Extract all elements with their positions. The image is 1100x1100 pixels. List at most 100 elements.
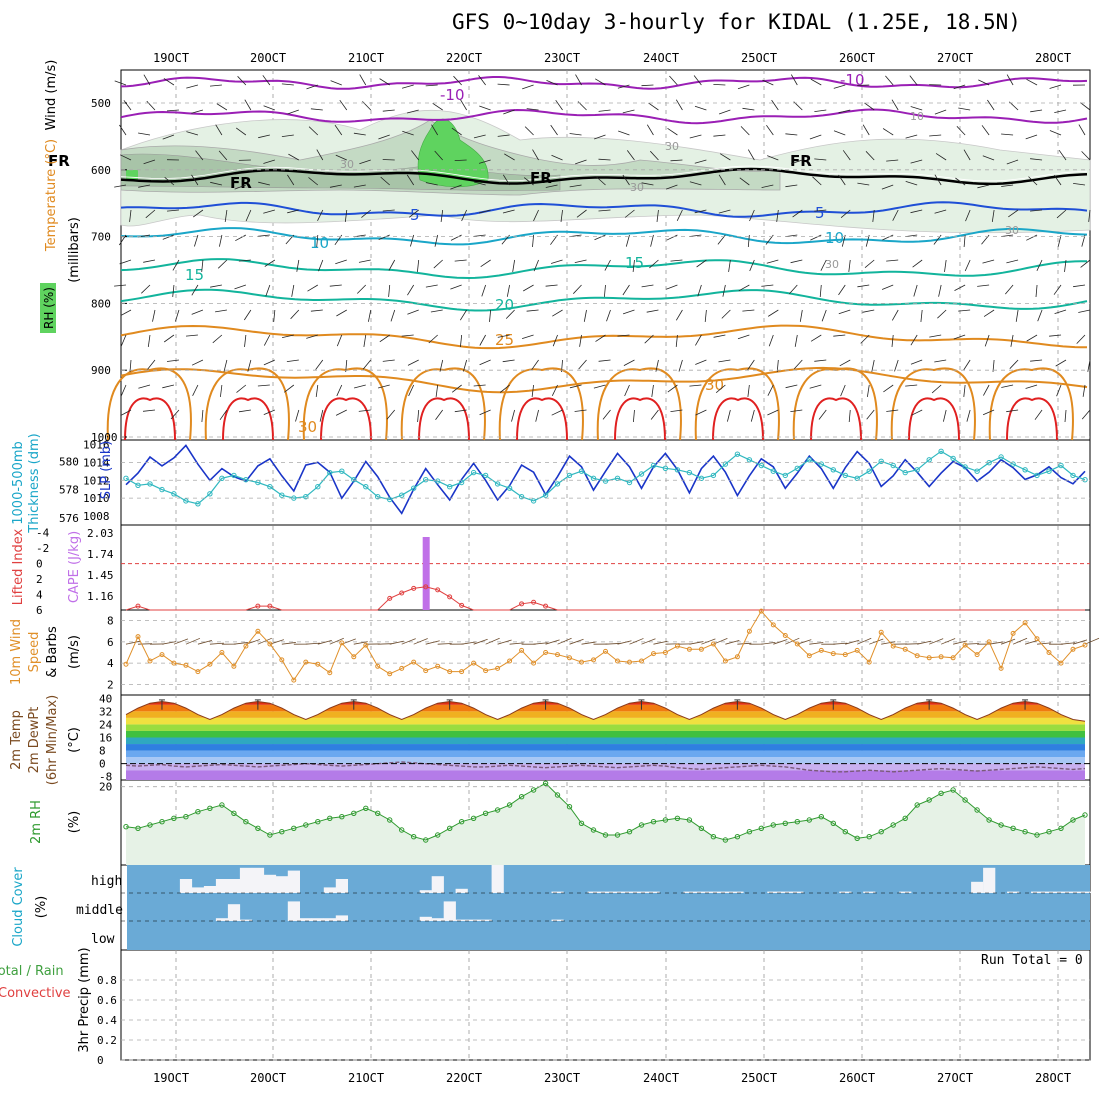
thickness-point [1022,467,1028,473]
wind-barb [1036,259,1043,271]
wind-barb [379,78,390,86]
thickness-point [710,472,717,479]
thickness-point [207,491,213,497]
thickness-point [830,467,836,473]
wind10-point [794,641,800,647]
wind-barb [667,127,678,136]
wind-barb [910,209,923,214]
rh-point [926,797,932,803]
wind-barb [339,99,348,111]
wind-barb [704,309,707,322]
temp-band [126,744,1085,751]
slp-line [125,444,1086,515]
wind-barb [218,150,228,161]
wind10-barb [413,638,428,645]
wind-barb [555,99,563,111]
wind-barb [713,334,726,338]
cloud-high-bar [1031,891,1044,893]
wind-barb [1078,309,1091,313]
wind10-point [627,659,632,665]
wind-barb [147,359,156,370]
wind10-barb [197,639,213,645]
wind-barb [308,126,319,136]
wind10-line [125,610,1086,682]
contour-label: -10 [440,86,465,104]
wind-barb [388,284,391,297]
wind-barb [401,334,414,337]
isotherm-35-loop [320,397,372,441]
rh-point [147,822,153,828]
wind-barb [747,234,750,248]
wind-barb [966,409,971,422]
y-tick-li: -4 [36,527,50,540]
wind-barb [1001,184,1014,187]
wind-barb [602,409,611,420]
isotherm-line [120,324,1087,350]
wind-barb [166,359,179,362]
thickness-point [506,485,513,491]
wind-barb [257,234,270,237]
wind10-point [423,668,429,674]
wind-barb [1087,359,1091,372]
rh-point [530,787,537,793]
wind-barb [910,106,923,111]
wind-barb [718,174,726,186]
wind-barb [1049,130,1062,136]
wind10-point [938,654,944,660]
wind-barb [119,259,132,265]
wind10-barb [485,637,500,645]
wind10-point [1070,646,1076,652]
wind-barb [810,334,822,342]
ylabel-temp-3: (6hr Min/Max) [45,695,60,785]
wind-barb [910,334,918,346]
thickness-point [1070,472,1076,479]
wind10-barb [617,640,632,645]
wind10-point [135,634,141,640]
wind-barb [623,359,635,366]
wind-barb [378,234,390,240]
wind10-point [1022,620,1028,626]
wind10-point [842,652,848,658]
wind-barb [408,209,419,218]
wind-barb [622,109,635,114]
ylabel-rh: RH (%) [42,287,56,329]
wind10-barb [125,640,141,645]
wind-barb [473,134,486,139]
thickness-point [1058,462,1064,469]
wind-barb [594,234,606,241]
wind-barb [219,234,223,247]
wind-barb [678,359,683,372]
wind-barb [958,309,971,312]
wind-barb [406,109,419,114]
y-tick-slp: 1012 [83,474,110,487]
rh-point [339,814,345,820]
wind-barb [234,284,247,290]
wind-barb [1053,174,1062,186]
temp-band [126,730,1085,738]
panel-frame-precip [120,949,1091,1061]
rh-point [950,787,956,793]
wind-barb [749,259,755,272]
wind-barb [238,259,251,262]
wind-barb [713,84,726,86]
wind-barb [357,284,367,294]
wind-barb [885,75,894,86]
wind-barb [937,309,947,319]
wind-barb [306,334,318,339]
wind-barb [767,155,779,161]
wind-barb [750,409,755,422]
thickness-point [423,477,429,483]
y-tick-upper: 900 [91,364,111,377]
isotherm-35-loop [810,397,862,441]
ylabel-temp-2: 2m DewPt [27,707,42,774]
rh-point [734,834,741,840]
isotherm-35-loop [614,397,666,441]
cloud-high-bar [431,876,444,893]
wind-barb [141,284,151,294]
wind-barb [1006,74,1014,86]
cloud-high-bar [599,891,612,893]
ylabel-wind10-4: (m/s) [67,635,82,669]
thickness-point [375,494,381,500]
wind-barb [954,284,966,291]
thickness-point [303,494,309,500]
